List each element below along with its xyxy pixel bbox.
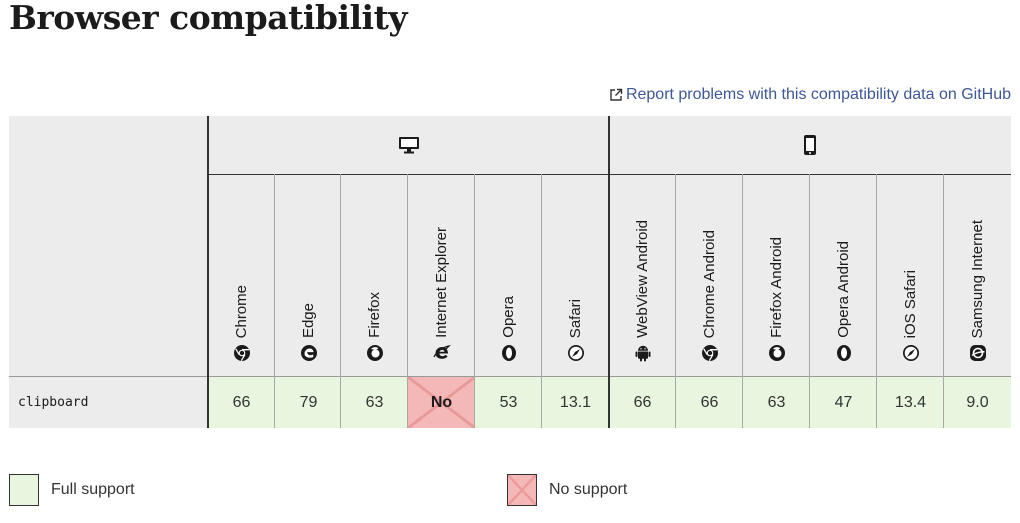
support-cell-version[interactable]: 66 — [609, 376, 676, 428]
support-value: 13.4 — [894, 393, 927, 411]
support-cell-version[interactable]: 53 — [475, 376, 542, 428]
chrome-icon — [233, 345, 250, 362]
support-value: 13.1 — [559, 393, 592, 411]
legend-no-support: No support — [507, 474, 627, 506]
support-value: 63 — [767, 393, 786, 411]
report-problems-link[interactable]: Report problems with this compatibility … — [609, 86, 1011, 104]
browser-name: Edge — [300, 302, 317, 338]
table-corner — [9, 116, 208, 376]
column-divider — [742, 174, 743, 428]
desktop-icon — [398, 137, 419, 154]
browser-header: iOS Safari — [877, 174, 944, 376]
safari-icon — [567, 345, 584, 361]
column-divider — [943, 174, 944, 428]
support-value: 66 — [232, 393, 251, 411]
platform-desktop — [208, 116, 609, 174]
page-title: Browser compatibility — [9, 0, 408, 37]
column-divider — [876, 174, 877, 428]
table-divider — [207, 116, 209, 428]
browser-header: Edge — [275, 174, 342, 376]
browser-name: Safari — [567, 298, 584, 338]
legend-full-support-label: Full support — [51, 481, 135, 498]
support-value: 79 — [299, 393, 318, 411]
column-divider — [675, 174, 676, 428]
browser-header: Internet Explorer — [408, 174, 475, 376]
full-support-swatch — [9, 474, 39, 506]
support-value: 47 — [834, 393, 853, 411]
no-support-swatch — [507, 474, 537, 506]
android-icon — [635, 345, 650, 362]
browser-header: Chrome — [208, 174, 275, 376]
column-divider — [541, 174, 542, 428]
column-divider — [407, 174, 408, 428]
browser-header: Chrome Android — [676, 174, 743, 376]
support-cell-version[interactable]: 47 — [810, 376, 877, 428]
browser-name: Chrome — [233, 284, 250, 338]
external-link-icon — [610, 88, 623, 101]
browser-name: Samsung Internet — [969, 219, 986, 338]
support-value: 66 — [700, 393, 719, 411]
legend-full-support: Full support — [9, 474, 135, 506]
compat-table: Chrome Edge Firefox Internet Explorer Opera S… — [9, 116, 1011, 428]
support-cell-version[interactable]: 66 — [676, 376, 743, 428]
support-cell-version[interactable]: 13.1 — [542, 376, 609, 428]
firefox-icon — [366, 345, 383, 361]
support-value: 63 — [365, 393, 384, 411]
no-support-cross-icon — [408, 377, 475, 428]
samsung-internet-icon — [969, 345, 986, 361]
support-value: No — [430, 393, 453, 411]
browser-header: Opera — [475, 174, 542, 376]
support-value: 66 — [633, 393, 652, 411]
safari-icon — [902, 345, 919, 361]
browser-name: Firefox — [366, 292, 383, 338]
browser-name: Firefox Android — [768, 237, 785, 338]
internet-explorer-icon — [432, 345, 451, 359]
support-value: 9.0 — [966, 393, 989, 411]
report-problems-text: Report problems with this compatibility … — [625, 86, 1011, 103]
feature-name: clipboard — [9, 376, 208, 428]
support-cell-version[interactable]: 13.4 — [877, 376, 944, 428]
browser-header: WebView Android — [609, 174, 676, 376]
column-divider — [274, 174, 275, 428]
chrome-icon — [701, 345, 718, 362]
browser-name: WebView Android — [634, 220, 651, 338]
browser-header: Firefox — [341, 174, 408, 376]
column-divider — [340, 174, 341, 428]
column-divider — [809, 174, 810, 428]
browser-name: iOS Safari — [902, 269, 919, 338]
browser-name: Chrome Android — [701, 229, 718, 338]
browser-header: Samsung Internet — [944, 174, 1011, 376]
mobile-icon — [804, 135, 816, 155]
browser-name: Internet Explorer — [433, 227, 450, 338]
support-cell-version[interactable]: 9.0 — [944, 376, 1011, 428]
support-cell-version[interactable]: 79 — [275, 376, 342, 428]
column-divider — [474, 174, 475, 428]
table-divider — [608, 116, 610, 428]
support-cell-version[interactable]: 63 — [743, 376, 810, 428]
support-cell-version[interactable]: 66 — [208, 376, 275, 428]
browser-header: Firefox Android — [743, 174, 810, 376]
firefox-icon — [768, 345, 785, 361]
support-cell-version[interactable]: 63 — [341, 376, 408, 428]
support-value: 53 — [499, 393, 518, 411]
edge-icon — [300, 345, 317, 361]
browser-header: Opera Android — [810, 174, 877, 376]
platform-mobile — [609, 116, 1011, 174]
legend-no-support-label: No support — [549, 481, 628, 498]
browser-name: Opera Android — [835, 241, 852, 338]
opera-icon — [501, 345, 516, 361]
browser-name: Opera — [500, 296, 517, 338]
browser-header: Safari — [542, 174, 609, 376]
opera-icon — [836, 345, 851, 361]
support-cell-no[interactable]: No — [408, 376, 475, 428]
